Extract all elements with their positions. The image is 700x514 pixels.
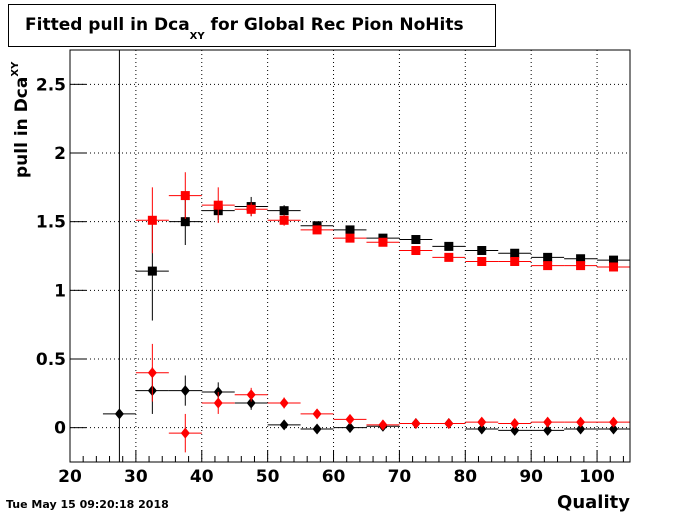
data-point	[609, 416, 619, 428]
y-axis-label-subscript: XY	[10, 61, 21, 77]
data-point	[477, 256, 487, 266]
y-tick-label: 2	[54, 144, 66, 164]
data-point	[312, 225, 322, 235]
data-point	[609, 255, 619, 265]
data-point	[576, 423, 586, 435]
chart-title-rest: for Global Rec Pion NoHits	[204, 15, 464, 35]
data-point	[543, 416, 553, 428]
data-point	[609, 423, 619, 435]
data-point	[411, 235, 421, 245]
data-point	[180, 217, 190, 227]
data-point	[477, 416, 487, 428]
data-point	[345, 413, 355, 425]
grid	[70, 50, 630, 462]
data-point	[345, 225, 355, 235]
plot-frame	[69, 49, 631, 463]
data-point	[114, 408, 124, 420]
data-point	[147, 367, 157, 379]
data-point	[378, 419, 388, 431]
y-tick-label: 2.5	[36, 75, 66, 95]
data-point	[510, 424, 520, 436]
data-point	[345, 233, 355, 243]
data-point	[345, 422, 355, 434]
timestamp: Tue May 15 09:20:18 2018	[6, 498, 169, 511]
data-point	[147, 266, 157, 276]
axes: 20 30 40 50 60 70 80 90 100 0 0.5 1 1.5 2 2.5	[36, 75, 624, 487]
data-point	[576, 261, 586, 271]
data-point	[279, 419, 289, 431]
chart-title-box: Fitted pull in DcaXY for Global Rec Pion…	[8, 4, 496, 47]
data-point	[444, 418, 454, 430]
y-tick-label: 1.5	[36, 213, 66, 233]
x-tick-label: 50	[256, 467, 280, 487]
data-point	[180, 385, 190, 397]
data-point	[510, 256, 520, 266]
data-point	[279, 206, 289, 216]
x-tick-label: 100	[579, 467, 615, 487]
data-point	[411, 246, 421, 256]
data-point	[576, 416, 586, 428]
data-point	[609, 262, 619, 272]
data-point	[510, 418, 520, 430]
data-point	[312, 408, 322, 420]
series-4	[135, 343, 630, 453]
data-point	[477, 423, 487, 435]
y-tick-label: 1	[54, 281, 66, 301]
data-point	[246, 204, 256, 214]
series-2	[135, 172, 630, 272]
chart-title-main: Fitted pull in Dca	[25, 15, 190, 35]
x-axis-label: Quality	[557, 492, 630, 513]
data-point	[213, 200, 223, 210]
data-point	[213, 397, 223, 409]
data-layer	[102, 50, 630, 462]
data-point	[543, 261, 553, 271]
x-tick-label: 20	[58, 467, 82, 487]
chart-title: Fitted pull in DcaXY for Global Rec Pion…	[25, 15, 464, 42]
x-tick-label: 70	[388, 467, 412, 487]
y-axis-label-main: pull in Dca	[12, 76, 32, 178]
data-point	[477, 246, 487, 256]
data-point	[411, 418, 421, 430]
y-axis-label: pull in DcaXY	[10, 61, 32, 178]
x-tick-label: 60	[322, 467, 346, 487]
data-point	[510, 248, 520, 258]
data-point	[246, 397, 256, 409]
x-tick-label: 90	[519, 467, 543, 487]
data-point	[279, 397, 289, 409]
x-tick-label: 40	[190, 467, 214, 487]
data-point	[543, 424, 553, 436]
series-1	[135, 196, 630, 321]
data-point	[444, 241, 454, 251]
data-point	[246, 389, 256, 401]
data-point	[543, 252, 553, 262]
x-tick-label: 30	[124, 467, 148, 487]
data-point	[444, 252, 454, 262]
data-point	[180, 427, 190, 439]
chart-title-subscript: XY	[189, 31, 205, 42]
data-point	[279, 215, 289, 225]
data-point	[180, 191, 190, 201]
data-point	[576, 254, 586, 264]
data-point	[147, 215, 157, 225]
data-point	[378, 237, 388, 247]
y-tick-label: 0	[54, 419, 66, 439]
data-point	[312, 423, 322, 435]
x-tick-label: 80	[453, 467, 477, 487]
y-tick-label: 0.5	[36, 350, 66, 370]
